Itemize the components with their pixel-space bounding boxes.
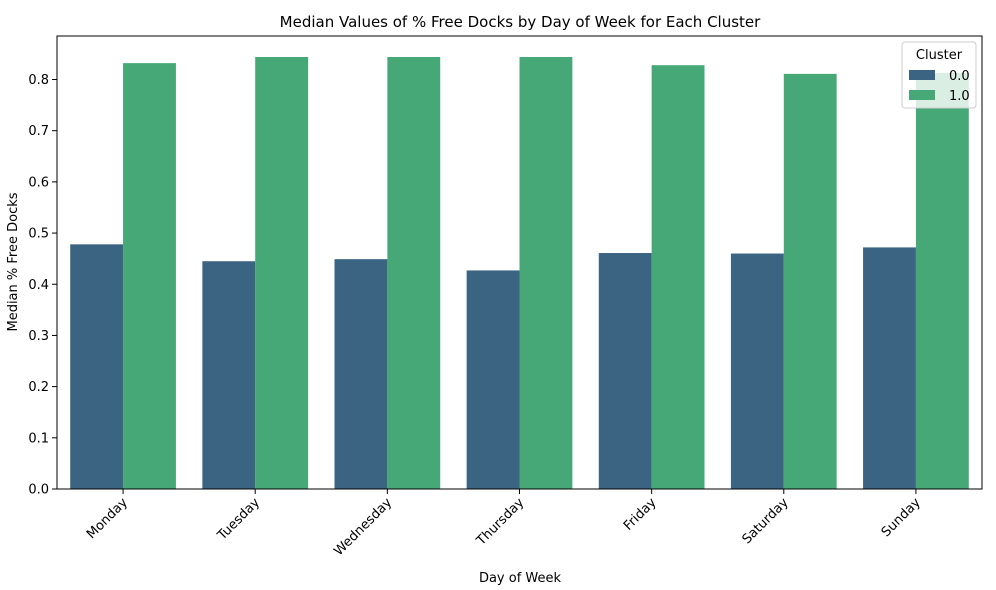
y-tick-label: 0.3 <box>28 329 49 344</box>
bar-thursday-series-0 <box>466 270 520 489</box>
x-axis-label: Day of Week <box>479 571 562 586</box>
y-tick-label: 0.4 <box>28 278 49 293</box>
y-tick-label: 0.5 <box>28 227 49 242</box>
x-tick-label-friday: Friday <box>621 495 660 534</box>
y-tick-label: 0.0 <box>28 483 49 498</box>
x-tick-label-tuesday: Tuesday <box>214 495 263 544</box>
bars-group <box>70 56 969 490</box>
y-tick-label: 0.7 <box>28 124 49 139</box>
bar-tuesday-series-1 <box>255 56 309 490</box>
legend-label-1: 1.0 <box>949 89 970 104</box>
bar-thursday-series-1 <box>519 56 573 490</box>
chart-title: Median Values of % Free Docks by Day of … <box>280 13 761 31</box>
legend-swatch-0 <box>909 70 935 80</box>
bar-monday-series-0 <box>70 244 124 489</box>
bar-saturday-series-0 <box>730 253 784 489</box>
legend-label-0: 0.0 <box>949 69 970 84</box>
x-tick-label-thursday: Thursday <box>473 495 527 549</box>
bar-sunday-series-1 <box>915 72 969 489</box>
bar-friday-series-0 <box>598 253 652 489</box>
x-tick-label-saturday: Saturday <box>740 495 792 547</box>
legend-swatch-1 <box>909 90 935 100</box>
x-tick-label-wednesday: Wednesday <box>331 495 395 559</box>
y-tick-label: 0.2 <box>28 380 49 395</box>
y-tick-label: 0.8 <box>28 73 49 88</box>
legend-title: Cluster <box>916 48 963 63</box>
bar-wednesday-series-0 <box>334 259 388 489</box>
y-axis-label: Median % Free Docks <box>6 192 21 331</box>
y-axis: 0.0 0.1 0.2 0.3 0.4 0.5 0.6 0.7 0.8 <box>28 73 57 498</box>
x-axis: Monday Tuesday Wednesday Thursday Friday Satu… <box>84 489 924 559</box>
bar-tuesday-series-0 <box>202 261 256 489</box>
bar-friday-series-1 <box>651 65 705 490</box>
bar-monday-series-1 <box>123 63 176 489</box>
legend: Cluster 0.0 1.0 <box>901 41 977 109</box>
bar-saturday-series-1 <box>783 73 837 489</box>
y-tick-label: 0.1 <box>28 431 49 446</box>
x-tick-label-monday: Monday <box>84 495 131 542</box>
y-tick-label: 0.6 <box>28 175 49 190</box>
bar-sunday-series-0 <box>863 247 916 489</box>
x-tick-label-sunday: Sunday <box>879 495 924 540</box>
bar-wednesday-series-1 <box>387 56 441 490</box>
